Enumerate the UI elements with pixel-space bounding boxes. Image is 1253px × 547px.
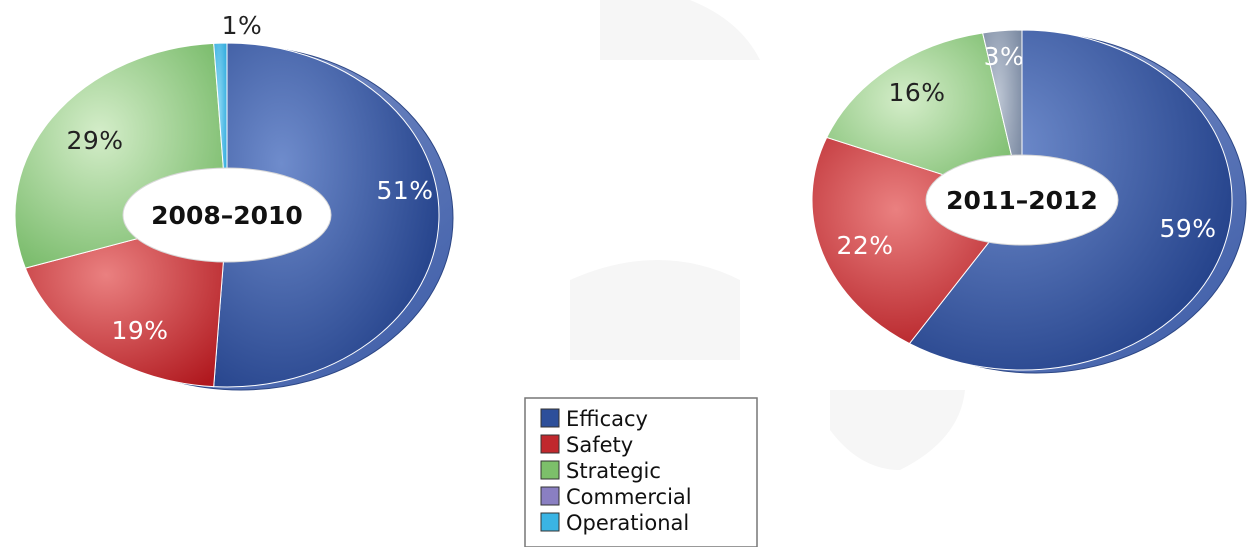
pie-2-label-efficacy: 59% <box>1159 214 1216 243</box>
legend-label-strategic: Strategic <box>566 459 661 483</box>
legend-label-efficacy: Efficacy <box>566 407 648 431</box>
pie-2: 2011–2012 59% 22% 16% 3% <box>811 29 1247 374</box>
legend-label-commercial: Commercial <box>566 485 692 509</box>
pie-2-title: 2011–2012 <box>946 186 1098 215</box>
pie-1-center <box>122 167 332 263</box>
pie-2-label-commercial: 3% <box>984 42 1025 71</box>
legend-swatch-operational <box>540 512 560 532</box>
pie-2-label-strategic: 16% <box>888 78 945 107</box>
pie-1-slice-safety <box>24 214 228 388</box>
legend-swatch-efficacy <box>540 408 560 428</box>
pie-1-label-strategic: 29% <box>66 126 123 155</box>
pie-1-label-operational: 1% <box>222 11 263 40</box>
background-watermark <box>570 0 965 470</box>
pie-1-label-efficacy: 51% <box>376 176 433 205</box>
legend-items: EfficacySafetyStrategicCommercialOperati… <box>540 407 692 535</box>
pie-1: 2008–2010 51% 19% 29% 1% <box>14 11 454 391</box>
legend-item-efficacy: Efficacy <box>540 407 648 431</box>
pie-1-title: 2008–2010 <box>151 201 303 230</box>
pie-2-center <box>925 154 1119 246</box>
legend-box <box>524 397 758 547</box>
legend-item-strategic: Strategic <box>540 459 661 483</box>
legend-item-operational: Operational <box>540 511 689 535</box>
legend-swatch-strategic <box>540 460 560 480</box>
legend-swatch-commercial <box>540 486 560 506</box>
legend-label-safety: Safety <box>566 433 633 457</box>
pie-2-label-safety: 22% <box>836 231 893 260</box>
legend-item-safety: Safety <box>540 433 633 457</box>
pie-2-slice-strategic <box>826 32 1023 201</box>
pies-layer: 2008–2010 51% 19% 29% 1% 2011–2012 59% 22% 16% 3% <box>14 11 1247 391</box>
legend: EfficacySafetyStrategicCommercialOperati… <box>524 397 758 547</box>
legend-label-operational: Operational <box>566 511 689 535</box>
legend-item-commercial: Commercial <box>540 485 692 509</box>
pie-1-label-safety: 19% <box>111 316 168 345</box>
legend-swatch-safety <box>540 434 560 454</box>
